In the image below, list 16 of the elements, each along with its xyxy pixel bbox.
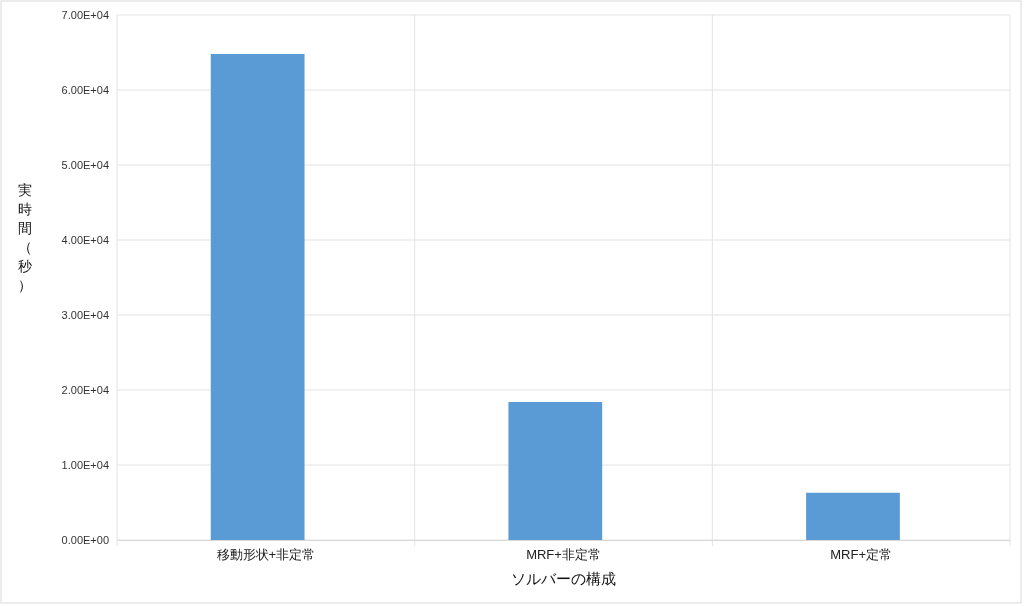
y-tick-label: 1.00E+04 [61, 459, 109, 472]
y-tick-label: 7.00E+04 [61, 9, 109, 22]
bar [508, 402, 603, 540]
y-tick-label: 3.00E+04 [61, 309, 109, 322]
y-axis-title: 実時間（秒） [18, 182, 32, 293]
y-tick-label: 5.00E+04 [61, 159, 109, 172]
bar [210, 54, 305, 540]
bar [806, 492, 900, 540]
y-tick-label: 2.00E+04 [61, 384, 109, 397]
y-tick-label: 4.00E+04 [61, 234, 109, 247]
x-tick-label: MRF+定常 [830, 547, 893, 563]
x-tick-label: MRF+非定常 [526, 547, 601, 563]
y-tick-label: 0.00E+00 [61, 534, 109, 547]
x-axis-title: ソルバーの構成 [511, 570, 616, 588]
y-tick-label: 6.00E+04 [61, 84, 109, 97]
x-tick-label: 移動形状+非定常 [216, 547, 316, 563]
